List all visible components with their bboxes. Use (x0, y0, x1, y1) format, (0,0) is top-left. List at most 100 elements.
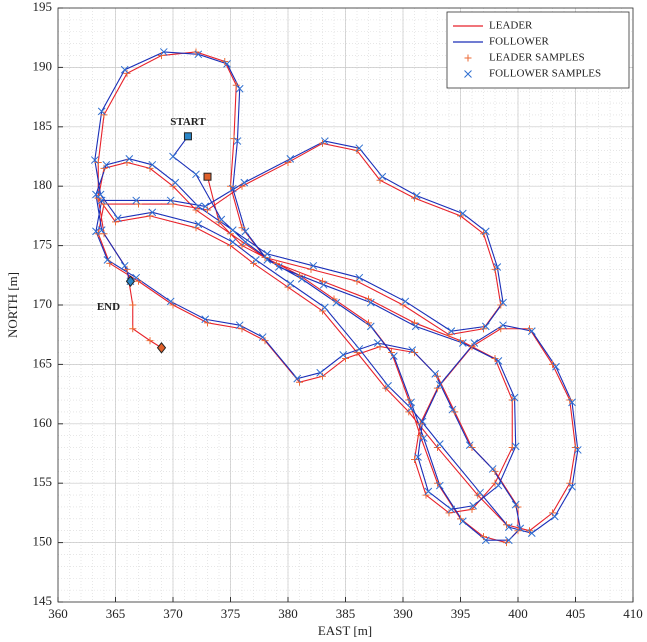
x-marker (419, 434, 428, 442)
y-tick-label: 160 (33, 415, 53, 430)
y-tick-label: 145 (33, 593, 53, 608)
x-marker (418, 417, 427, 426)
x-marker (435, 481, 444, 490)
x-marker (476, 488, 484, 497)
x-tick-label: 380 (278, 606, 298, 621)
x-marker (568, 482, 576, 491)
plus-marker (273, 259, 280, 267)
plus-marker (230, 135, 238, 143)
x-tick-label: 385 (336, 606, 356, 621)
end-marker (156, 341, 167, 354)
plus-marker (135, 200, 142, 208)
x-marker (465, 441, 474, 450)
x-marker (339, 351, 348, 359)
plus-marker (169, 301, 177, 309)
legend: LEADER FOLLOWER LEADER SAMPLES FOLLOWER SAM… (446, 11, 630, 89)
x-marker (241, 227, 250, 236)
x-marker (414, 453, 422, 461)
x-marker (373, 339, 382, 347)
x-marker (448, 405, 457, 414)
trajectory-line (94, 51, 579, 541)
x-marker (401, 297, 410, 306)
x-marker (447, 327, 456, 335)
plus-marker (434, 384, 441, 392)
plus-marker (307, 265, 315, 273)
legend-label: FOLLOWER (489, 36, 550, 48)
plus-marker (169, 200, 177, 208)
y-tick-label: 190 (33, 58, 53, 73)
x-marker (159, 48, 168, 56)
plus-marker (497, 325, 505, 333)
plus-marker (353, 277, 361, 285)
x-marker (412, 191, 421, 200)
x-marker (458, 209, 467, 218)
plus-marker (388, 349, 395, 357)
x-marker (424, 487, 433, 496)
plus-marker (146, 337, 154, 345)
plus-marker (422, 491, 430, 499)
x-tick-label: 400 (508, 606, 528, 621)
y-tick-label: 185 (33, 118, 53, 133)
plus-marker (445, 509, 453, 517)
legend-label: FOLLOWER SAMPLES (489, 68, 601, 80)
plus-marker (434, 444, 441, 452)
x-marker (435, 380, 444, 389)
x-marker (411, 322, 420, 331)
plus-marker (491, 354, 499, 362)
x-marker (274, 263, 283, 271)
x-marker (458, 517, 467, 526)
x-marker (148, 208, 157, 217)
x-marker (355, 273, 364, 282)
x-marker (286, 155, 295, 163)
plus-marker (238, 325, 246, 333)
plus-marker (376, 176, 384, 184)
x-tick-label: 360 (48, 606, 68, 621)
plus-marker (238, 224, 246, 232)
x-marker (228, 238, 237, 246)
x-marker (235, 84, 244, 93)
x-marker (166, 196, 175, 205)
plus-marker (416, 432, 424, 440)
plus-marker (480, 533, 487, 541)
x-marker (169, 152, 177, 161)
plus-marker (227, 230, 234, 238)
x-marker (263, 250, 272, 258)
x-tick-label: 370 (163, 606, 183, 621)
x-marker (258, 333, 267, 341)
plus-marker (549, 509, 556, 517)
x-marker (113, 214, 122, 223)
x-marker (389, 352, 398, 360)
x-marker (504, 523, 513, 532)
x-marker (241, 238, 250, 246)
plus-marker (491, 479, 499, 487)
plus-marker (365, 295, 372, 303)
legend-label: LEADER (489, 20, 533, 32)
plus-marker (319, 307, 326, 315)
x-marker (194, 50, 203, 59)
x-marker (263, 256, 272, 264)
x-marker (320, 137, 329, 145)
plus-marker (227, 242, 234, 250)
plus-marker (129, 301, 137, 309)
plus-marker (261, 337, 269, 345)
x-marker (504, 536, 513, 545)
x-marker (407, 398, 415, 407)
plus-marker (192, 224, 200, 232)
plus-marker (549, 360, 556, 368)
plus-marker (330, 295, 338, 303)
plus-marker (100, 111, 108, 119)
x-marker (464, 70, 472, 78)
x-marker (488, 465, 497, 473)
y-tick-label: 165 (33, 355, 53, 370)
x-marker (407, 404, 415, 413)
x-marker (102, 160, 111, 169)
plus-marker (399, 301, 407, 309)
x-marker (316, 368, 325, 377)
x-marker (481, 227, 490, 236)
y-tick-label: 195 (33, 0, 53, 14)
x-marker (228, 184, 237, 193)
plus-marker (123, 158, 131, 166)
x-marker (103, 256, 112, 264)
